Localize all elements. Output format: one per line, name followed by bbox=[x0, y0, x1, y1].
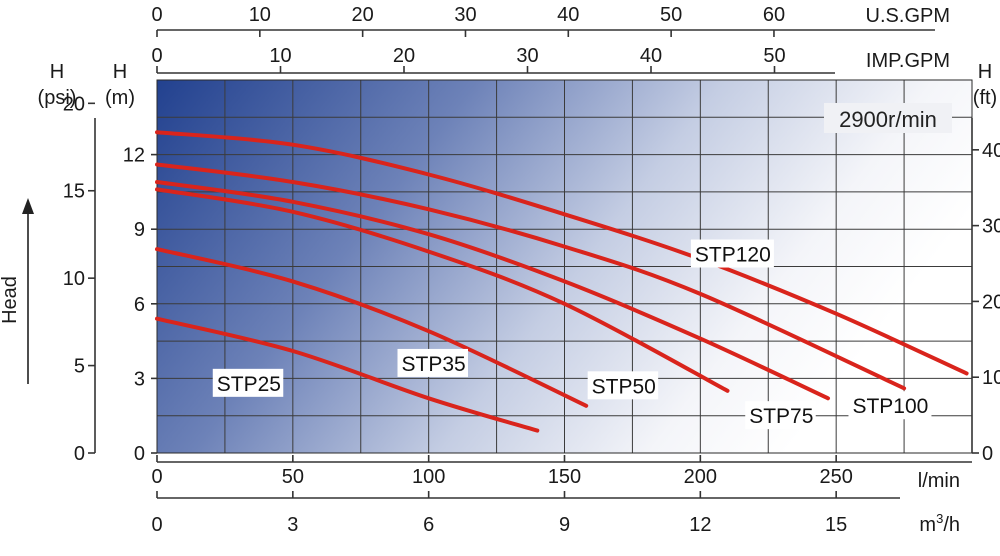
label-stp120: STP120 bbox=[695, 244, 771, 267]
label-box-stp120 bbox=[690, 239, 774, 268]
imp-gpm-tick-label: 40 bbox=[640, 45, 662, 67]
label-stp100: STP100 bbox=[852, 395, 928, 418]
lmin-tick-label: 50 bbox=[282, 466, 304, 488]
curve-stp100 bbox=[155, 162, 907, 391]
us-gpm-tick-label: 10 bbox=[249, 4, 271, 26]
psi-tick-label: 0 bbox=[74, 443, 85, 465]
lmin-tick-label: 150 bbox=[548, 466, 581, 488]
speed-label-bg bbox=[824, 103, 952, 133]
performance-curves bbox=[155, 130, 969, 433]
curve-stp50 bbox=[155, 187, 730, 393]
label-box-stp25 bbox=[212, 368, 284, 397]
curve-stp75 bbox=[155, 180, 830, 401]
imp-gpm-tick-label: 0 bbox=[151, 45, 162, 67]
us-gpm-tick-label: 60 bbox=[763, 4, 785, 26]
imp-gpm-tick-label: 10 bbox=[269, 45, 291, 67]
psi-tick-label: 10 bbox=[63, 268, 85, 290]
us-gpm-tick-label: 20 bbox=[352, 4, 374, 26]
us-gpm-tick-label: 40 bbox=[557, 4, 579, 26]
psi-tick-label: 5 bbox=[74, 356, 85, 378]
ft-tick-label: 10 bbox=[982, 367, 1000, 389]
psi-axis-unit: (psi) bbox=[38, 87, 77, 109]
m3h-tick-label: 0 bbox=[151, 514, 162, 536]
label-box-stp50 bbox=[587, 371, 659, 400]
m3h-tick-label: 15 bbox=[825, 514, 847, 536]
m-axis-h: H bbox=[113, 61, 127, 83]
lmin-unit: l/min bbox=[918, 470, 960, 492]
m-axis-unit: (m) bbox=[105, 87, 135, 109]
curve-stp25 bbox=[155, 316, 540, 433]
axes bbox=[88, 29, 979, 499]
lmin-tick-label: 200 bbox=[684, 466, 717, 488]
m3h-tick-label: 3 bbox=[287, 514, 298, 536]
us-gpm-tick-label: 0 bbox=[151, 4, 162, 26]
imp-gpm-tick-label: 20 bbox=[393, 45, 415, 67]
m-tick-label: 0 bbox=[134, 443, 145, 465]
m3h-tick-label: 9 bbox=[559, 514, 570, 536]
ft-tick-label: 20 bbox=[982, 291, 1000, 313]
ft-axis-unit: (ft) bbox=[973, 87, 997, 109]
label-stp35: STP35 bbox=[402, 353, 466, 376]
curve-stp35 bbox=[155, 247, 589, 408]
us-gpm-unit: U.S.GPM bbox=[866, 5, 950, 27]
curve-stp120 bbox=[155, 130, 969, 376]
speed-label: 2900r/min bbox=[839, 107, 937, 132]
psi-axis-h: H bbox=[50, 61, 64, 83]
m3h-unit-tail: /h bbox=[943, 514, 960, 536]
imp-gpm-tick-label: 30 bbox=[516, 45, 538, 67]
lmin-tick-label: 100 bbox=[412, 466, 445, 488]
m3h-unit: m3/h bbox=[919, 511, 960, 536]
m-tick-label: 3 bbox=[134, 368, 145, 390]
us-gpm-tick-label: 50 bbox=[660, 4, 682, 26]
m-tick-label: 6 bbox=[134, 294, 145, 316]
imp-gpm-tick-label: 50 bbox=[763, 45, 785, 67]
ft-tick-label: 40 bbox=[982, 140, 1000, 162]
ft-tick-label: 30 bbox=[982, 216, 1000, 238]
m3h-tick-label: 6 bbox=[423, 514, 434, 536]
us-gpm-tick-label: 30 bbox=[454, 4, 476, 26]
lmin-tick-label: 0 bbox=[151, 466, 162, 488]
m3h-unit-sup: 3 bbox=[936, 511, 943, 526]
head-arrow-icon bbox=[22, 198, 34, 214]
psi-tick-label: 15 bbox=[63, 181, 85, 203]
label-stp75: STP75 bbox=[749, 405, 813, 428]
label-stp25: STP25 bbox=[217, 373, 281, 396]
lmin-tick-label: 250 bbox=[819, 466, 852, 488]
label-box-stp35 bbox=[397, 348, 468, 377]
head-label: Head bbox=[0, 276, 21, 324]
m-tick-label: 9 bbox=[134, 219, 145, 241]
label-box-stp100 bbox=[848, 391, 932, 420]
curve-labels: STP25 STP35 STP50 STP75 STP100 STP120 bbox=[212, 239, 932, 430]
ft-tick-label: 0 bbox=[982, 443, 993, 465]
psi-tick-label: 20 bbox=[63, 93, 85, 115]
ft-axis-h: H bbox=[978, 61, 992, 83]
label-box-stp75 bbox=[745, 401, 816, 430]
imp-gpm-unit: IMP.GPM bbox=[866, 50, 950, 72]
m-tick-label: 12 bbox=[123, 145, 145, 167]
label-stp50: STP50 bbox=[592, 375, 656, 398]
m3h-tick-label: 12 bbox=[689, 514, 711, 536]
m3h-unit-base: m bbox=[919, 514, 936, 536]
